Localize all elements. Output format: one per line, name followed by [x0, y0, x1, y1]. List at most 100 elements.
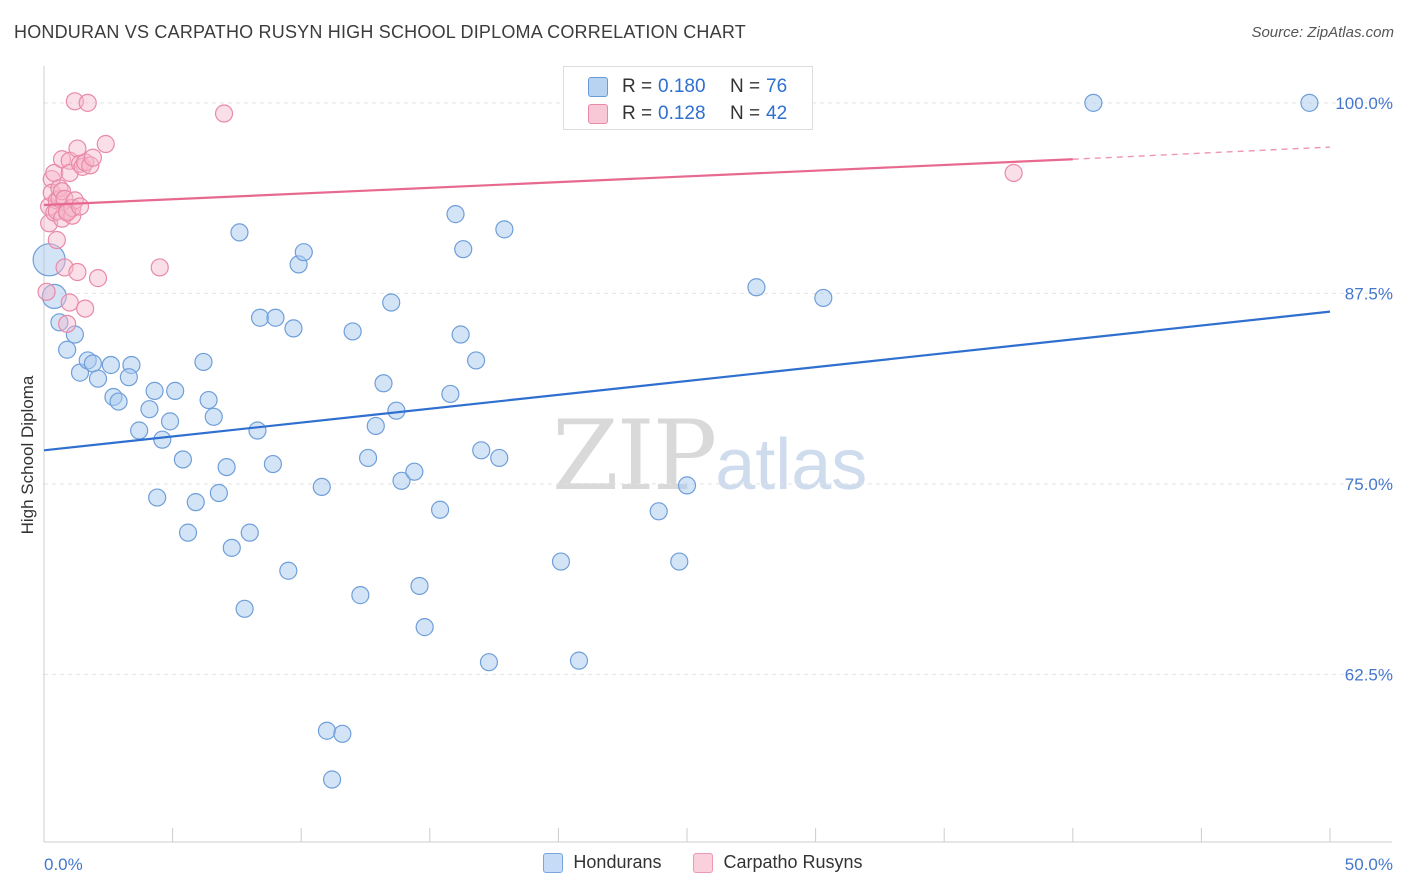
- carpatho-rusyn-point: [47, 230, 66, 250]
- honduran-point: [83, 354, 102, 373]
- honduran-point: [119, 368, 138, 387]
- honduran-point: [814, 288, 833, 308]
- n-label: N =: [730, 76, 761, 97]
- carpatho-rusyn-point: [63, 206, 82, 225]
- legend-item-hondurans[interactable]: Hondurans: [543, 852, 661, 873]
- y-tick-label: 62.5%: [1345, 665, 1393, 684]
- honduran-point: [1084, 93, 1103, 112]
- carpatho-rusyn-point: [78, 93, 97, 112]
- carpatho-rusyn-point: [52, 150, 72, 169]
- honduran-point: [194, 352, 213, 372]
- honduran-point: [173, 450, 192, 469]
- honduran-point: [166, 381, 185, 400]
- honduran-point: [569, 651, 589, 670]
- carpatho-rusyns-points: [37, 92, 1023, 333]
- honduran-point: [747, 278, 766, 297]
- honduran-point: [153, 430, 172, 449]
- stats-row-hondurans: R = 0.180 N = 76: [588, 73, 787, 101]
- honduran-point: [670, 552, 689, 571]
- carpatho-rusyn-point: [58, 314, 77, 333]
- honduran-point: [58, 340, 77, 359]
- honduran-point: [109, 392, 128, 411]
- honduran-point: [279, 561, 298, 580]
- honduran-point: [230, 223, 249, 242]
- carpatho-rusyns-trend-extension: [1072, 146, 1331, 160]
- honduran-point: [178, 523, 198, 542]
- honduran-point: [405, 462, 424, 481]
- honduran-point: [130, 421, 149, 440]
- honduran-point: [101, 355, 120, 375]
- honduran-point: [374, 374, 393, 393]
- legend-item-carpatho-rusyns[interactable]: Carpatho Rusyns: [693, 852, 863, 873]
- carpatho-rusyn-point: [83, 148, 102, 167]
- carpatho-rusyn-point: [68, 139, 87, 158]
- axes: [43, 66, 1392, 843]
- honduran-point: [322, 770, 342, 789]
- honduran-point: [284, 319, 303, 338]
- honduran-point: [441, 384, 460, 404]
- trend-lines: [43, 146, 1331, 452]
- honduran-point: [266, 308, 285, 327]
- honduran-point: [454, 240, 473, 259]
- n-value: 76: [766, 76, 788, 97]
- honduran-point: [312, 477, 331, 497]
- y-tick-label: 75.0%: [1345, 475, 1393, 494]
- honduran-point: [358, 448, 378, 468]
- stats-row-carpatho-rusyns: R = 0.128 N = 42: [588, 100, 787, 128]
- carpatho-rusyn-point: [50, 179, 69, 198]
- honduran-point: [351, 586, 370, 605]
- y-tick-label: 100.0%: [1335, 94, 1393, 113]
- r-label: R =: [622, 76, 653, 97]
- legend-label: Carpatho Rusyns: [723, 852, 863, 872]
- honduran-point: [366, 416, 385, 436]
- series-legend: Hondurans Carpatho Rusyns: [0, 852, 1406, 873]
- carpatho-rusyns-legend-swatch: [693, 852, 714, 873]
- honduran-point: [186, 493, 205, 512]
- carpatho-rusyn-point: [88, 269, 108, 288]
- honduran-point: [209, 483, 228, 503]
- tick-labels: 62.5% 75.0% 87.5% 100.0% 0.0% 50.0%: [44, 94, 1393, 874]
- honduran-point: [1300, 93, 1319, 112]
- honduran-point: [140, 400, 159, 419]
- honduran-point: [204, 407, 223, 426]
- honduran-point: [333, 724, 352, 743]
- hondurans-legend-swatch: [543, 852, 564, 873]
- source-credit: Source: ZipAtlas.com: [1251, 24, 1394, 41]
- honduran-point: [343, 322, 362, 341]
- honduran-point: [415, 618, 434, 637]
- carpatho-rusyn-point: [70, 197, 90, 216]
- honduran-point: [392, 471, 411, 490]
- r-label: R =: [622, 103, 653, 124]
- carpatho-rusyn-point: [37, 282, 56, 301]
- x-tick-label: 0.0%: [44, 855, 83, 874]
- n-value: 42: [766, 103, 788, 124]
- honduran-point: [466, 351, 486, 370]
- carpatho-rusyns-swatch: [588, 104, 608, 124]
- honduran-point: [160, 412, 180, 431]
- grid: [44, 102, 1390, 675]
- carpatho-rusyn-point: [60, 293, 79, 312]
- legend-label: Hondurans: [573, 852, 662, 872]
- honduran-point: [551, 552, 571, 571]
- hondurans-trend-line: [43, 310, 1331, 452]
- honduran-point: [50, 313, 69, 332]
- honduran-point: [479, 653, 499, 672]
- honduran-point: [148, 488, 167, 507]
- hondurans-points: [32, 92, 1319, 789]
- honduran-point: [677, 476, 697, 495]
- carpatho-rusyn-point: [150, 258, 169, 277]
- hondurans-swatch: [588, 77, 608, 97]
- chart-title: HONDURAN VS CARPATHO RUSYN HIGH SCHOOL D…: [14, 22, 746, 42]
- y-tick-label: 87.5%: [1345, 284, 1393, 303]
- carpatho-rusyn-point: [1004, 163, 1023, 183]
- honduran-point: [199, 390, 218, 410]
- honduran-point: [217, 457, 236, 477]
- honduran-point: [451, 325, 470, 344]
- honduran-point: [490, 448, 509, 468]
- honduran-point: [240, 523, 259, 542]
- r-value: 0.128: [658, 103, 706, 124]
- honduran-point: [88, 369, 108, 388]
- honduran-point: [495, 220, 514, 239]
- honduran-point: [382, 293, 401, 312]
